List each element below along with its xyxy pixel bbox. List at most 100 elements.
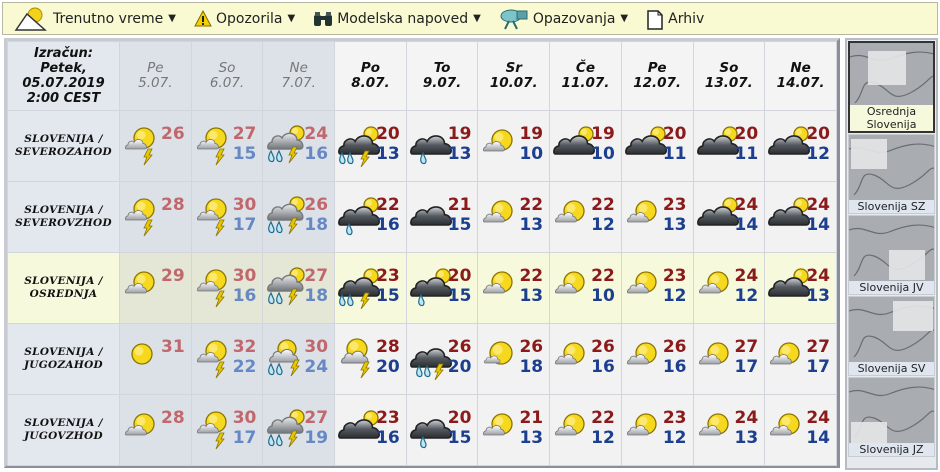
forecast-cell: 26 16 — [620, 323, 694, 395]
forecast-cell: 21 13 — [477, 394, 551, 466]
max-temperature: 28 — [161, 195, 185, 215]
max-temperature: 28 — [376, 337, 400, 357]
forecast-cell: 32 22 — [190, 323, 264, 395]
region-name[interactable]: SLOVENIJA / OSREDNJA — [7, 252, 120, 324]
max-temperature: 26 — [447, 337, 472, 357]
min-temperature: 20 — [376, 357, 400, 377]
forecast-cell: 27 18 — [262, 252, 336, 324]
max-temperature: 24 — [806, 408, 830, 428]
region-map-thumbnail[interactable]: Slovenija JV — [848, 215, 935, 295]
forecast-cell-content: 26 18 — [263, 182, 334, 252]
highlighted-area — [889, 250, 925, 280]
max-temperature: 22 — [519, 195, 544, 215]
max-temperature: 29 — [161, 266, 185, 286]
region-map-thumbnail[interactable]: Slovenija SZ — [848, 134, 935, 214]
day-header: So 6.07. — [190, 41, 264, 111]
toolbar-arhiv-menu[interactable]: Arhiv — [646, 8, 704, 30]
toolbar-trenutno-vreme-menu[interactable]: Trenutno vreme ▼ — [13, 6, 176, 32]
forecast-cell-content: 23 16 — [335, 395, 406, 465]
region-map-thumbnail[interactable]: Slovenija JZ — [848, 377, 935, 457]
min-temperature: 13 — [447, 144, 472, 164]
forecast-cell-content: 27 15 — [192, 111, 263, 181]
max-temperature: 20 — [447, 266, 472, 286]
forecast-cell: 24 13 — [692, 394, 766, 466]
max-temperature: 19 — [519, 124, 544, 144]
forecast-cell-content: 21 15 — [407, 182, 478, 252]
forecast-row[interactable]: SLOVENIJA / JUGOVZHOD 28 30 17 27 19 23 16 20 15 21… — [7, 394, 837, 466]
day-header: Pe 12.07. — [620, 41, 694, 111]
region-name[interactable]: SLOVENIJA / SEVEROVZHOD — [7, 181, 120, 253]
day-header: Sr 10.07. — [477, 41, 551, 111]
forecast-cell: 22 13 — [477, 181, 551, 253]
region-map-selector: Osrednja Slovenija Slovenija SZ Slovenija … — [845, 38, 938, 470]
toolbar-item-label: Trenutno vreme — [53, 10, 164, 27]
forecast-row[interactable]: SLOVENIJA / JUGOZAHOD 31 32 22 30 24 28 20 26 20 26… — [7, 323, 837, 395]
max-temperature: 20 — [447, 408, 472, 428]
day-date: 14.07. — [776, 75, 825, 91]
region-name[interactable]: SLOVENIJA / SEVEROZAHOD — [7, 110, 120, 182]
region-map-thumbnail[interactable]: Osrednja Slovenija — [848, 41, 935, 133]
issued-line: 2:00 CEST — [26, 91, 101, 106]
min-temperature: 13 — [519, 286, 544, 306]
forecast-cell: 24 16 — [262, 110, 336, 182]
min-temperature: 11 — [662, 144, 687, 164]
region-label-line: SLOVENIJA / — [24, 417, 103, 429]
region-label-line: SLOVENIJA / — [24, 204, 103, 216]
main-toolbar: Trenutno vreme ▼ Opozorila ▼ Modelska napove… — [2, 2, 938, 35]
region-name[interactable]: SLOVENIJA / JUGOVZHOD — [7, 394, 120, 466]
forecast-cell: 24 13 — [764, 252, 837, 324]
forecast-cell-content: 19 10 — [550, 111, 621, 181]
max-temperature: 24 — [734, 195, 759, 215]
min-temperature: 17 — [734, 357, 759, 377]
day-name: So — [719, 60, 739, 76]
day-header: Po 8.07. — [334, 41, 407, 111]
forecast-cell-content: 26 16 — [550, 324, 621, 394]
region-name[interactable]: SLOVENIJA / JUGOZAHOD — [7, 323, 120, 395]
forecast-cell-content: 26 16 — [622, 324, 693, 394]
day-date: 6.07. — [209, 75, 245, 91]
toolbar-opozorila-menu[interactable]: Opozorila ▼ — [194, 9, 295, 28]
min-temperature: 12 — [662, 286, 687, 306]
region-map-thumbnail[interactable]: Slovenija SV — [848, 296, 935, 376]
toolbar-modelska-napoved-menu[interactable]: Modelska napoved ▼ — [313, 11, 481, 27]
forecast-cell-content: 19 13 — [407, 111, 478, 181]
forecast-cell-content: 20 15 — [407, 253, 478, 323]
max-temperature: 19 — [447, 124, 472, 144]
forecast-cell: 21 15 — [405, 181, 479, 253]
max-temperature: 24 — [734, 408, 759, 428]
forecast-cell: 28 — [119, 181, 192, 253]
map-label: Slovenija JV — [849, 281, 934, 294]
region-label-line: JUGOZAHOD — [24, 359, 103, 371]
min-temperature: 10 — [591, 144, 615, 164]
forecast-cell-content: 27 17 — [694, 324, 765, 394]
forecast-cell: 19 10 — [477, 110, 551, 182]
forecast-cell: 23 16 — [334, 394, 407, 466]
min-temperature: 13 — [376, 144, 400, 164]
forecast-cell-content: 19 10 — [478, 111, 549, 181]
region-label-line: SLOVENIJA / — [24, 133, 103, 145]
forecast-row[interactable]: SLOVENIJA / SEVEROZAHOD 26 27 15 24 16 20 13 19 13… — [7, 110, 837, 182]
day-date: 9.07. — [422, 75, 462, 91]
forecast-cell: 22 10 — [549, 252, 622, 324]
max-temperature: 26 — [161, 124, 185, 144]
forecast-cell-content: 24 14 — [694, 182, 765, 252]
caret-down-icon: ▼ — [620, 13, 629, 24]
max-temperature: 27 — [304, 266, 329, 286]
weather-icon — [13, 6, 53, 32]
min-temperature: 12 — [806, 144, 830, 164]
forecast-cell: 26 20 — [405, 323, 479, 395]
forecast-row[interactable]: SLOVENIJA / SEVEROVZHOD 28 30 17 26 18 22 16 21 15… — [7, 181, 837, 253]
toolbar-opazovanja-menu[interactable]: Opazovanja ▼ — [499, 8, 628, 30]
forecast-cell-content: 24 14 — [765, 395, 836, 465]
forecast-cell: 22 16 — [334, 181, 407, 253]
forecast-cell-content: 24 14 — [765, 182, 836, 252]
forecast-cell-content: 30 16 — [192, 253, 263, 323]
day-name: So — [218, 60, 236, 76]
forecast-row[interactable]: SLOVENIJA / OSREDNJA 29 30 16 27 18 23 15 20 15 22 1… — [7, 252, 837, 324]
day-header: So 13.07. — [692, 41, 766, 111]
min-temperature: 13 — [519, 428, 544, 448]
forecast-cell: 20 15 — [405, 394, 479, 466]
max-temperature: 22 — [591, 266, 615, 286]
max-temperature: 24 — [734, 266, 759, 286]
forecast-cell: 28 20 — [334, 323, 407, 395]
